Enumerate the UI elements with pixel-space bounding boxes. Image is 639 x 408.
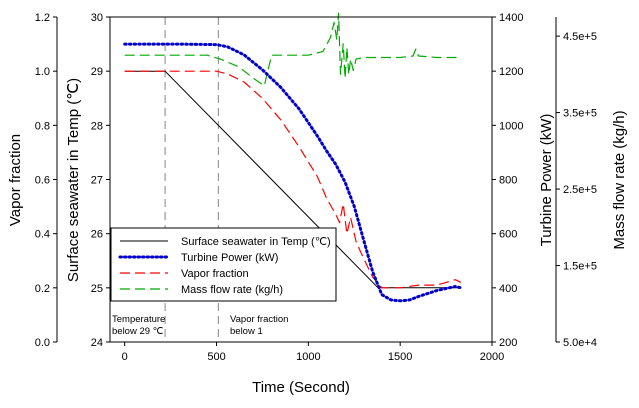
series-line-power [123,42,463,303]
legend-label-mass: Mass flow rate (kg/h) [181,284,283,296]
x-tick-label: 1000 [296,351,320,363]
legend: Surface seawater in Temp (℃) Turbine Pow… [110,227,337,302]
temp-tick-label: 28 [91,120,103,132]
power-tick-label: 400 [499,283,517,295]
mass-tick-label: 4.5e+5 [563,31,597,43]
x-tick-label: 2000 [480,351,504,363]
annotation-vapor-line2: below 1 [230,326,263,337]
temp-tick-label: 26 [91,229,103,241]
annotation-temperature-line2: below 29 ℃ [112,326,164,337]
power-tick-label: 1400 [499,12,523,24]
power-tick-label: 600 [499,229,517,241]
series-layer [123,12,463,303]
vapor-tick-label: 0.4 [35,229,50,241]
series-line-mass [124,12,461,87]
annotation-vapor-line1: Vapor fraction [230,314,288,325]
vapor-tick-label: 0.6 [35,175,50,187]
mass-tick-label: 1.5e+5 [563,261,597,273]
temp-tick-label: 29 [91,66,103,78]
temp-tick-label: 27 [91,175,103,187]
x-tick-label: 500 [207,351,225,363]
mass-tick-label: 2.5e+5 [563,184,597,196]
legend-label-temp: Surface seawater in Temp (℃) [181,236,331,248]
mass-axis-title: Mass flow rate (kg/h) [611,110,628,249]
vapor-tick-label: 1.0 [35,66,50,78]
temp-tick-label: 30 [91,12,103,24]
x-tick-label: 0 [122,351,128,363]
power-tick-label: 1200 [499,66,523,78]
legend-label-vapor: Vapor fraction [181,268,249,280]
x-tick-label: 1500 [388,351,412,363]
legend-box [110,227,337,302]
power-tick-label: 1000 [499,120,523,132]
power-tick-label: 200 [499,337,517,349]
temp-axis-title: Surface seawater in Temp (℃) [65,78,82,282]
plot-frame [109,16,493,343]
series-line-vapor [124,70,462,289]
vapor-axis-title: Vapor fraction [7,134,24,226]
tick-layer: 0.0 0.2 0.4 0.6 0.8 1.0 1.2 24 25 26 27 28 29 30 200 40… [35,12,597,363]
vapor-tick-label: 0.2 [35,283,50,295]
power-tick-label: 800 [499,175,517,187]
mass-tick-label: 5.0e+4 [563,337,597,349]
x-axis-title: Time (Second) [252,379,350,396]
mass-tick-label: 3.5e+5 [563,108,597,120]
vapor-tick-label: 0.8 [35,120,50,132]
temp-tick-label: 25 [91,283,103,295]
vapor-tick-label: 0.0 [35,337,50,349]
vapor-tick-label: 1.2 [35,12,50,24]
annotation-temperature-line1: Temperature [112,314,165,325]
legend-label-power: Turbine Power (kW) [181,252,278,264]
power-axis-title: Turbine Power (kW) [538,114,555,247]
temp-tick-label: 24 [91,337,103,349]
